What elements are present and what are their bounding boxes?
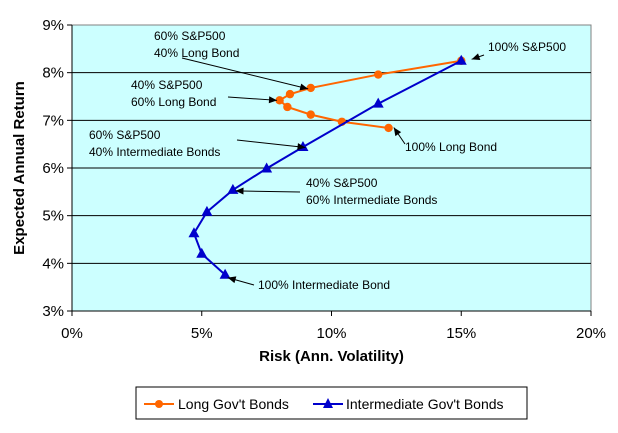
series-group — [188, 54, 467, 279]
annotation-arrow — [236, 139, 306, 149]
annotation-arrowhead — [227, 276, 237, 284]
annotation-arrowhead — [471, 53, 481, 60]
annotation-label: 100% S&P500 — [488, 40, 566, 54]
annotation-label: 40% S&P500 — [306, 176, 378, 190]
annotation-label: 100% Long Bond — [405, 140, 497, 154]
data-point-long-bonds — [285, 89, 295, 99]
data-point-intermediate-bonds — [201, 205, 213, 216]
annotation: 60% S&P500 40% Intermediate Bonds — [89, 128, 306, 159]
y-tick-label: 4% — [42, 255, 64, 272]
annotation-arrowhead — [393, 127, 402, 137]
annotation-label: 40% Long Bond — [154, 46, 239, 60]
annotation-label: 40% Intermediate Bonds — [89, 145, 220, 159]
y-axis-ticks: 3% 4% 5% 6% 7% 8% 9% — [42, 17, 73, 320]
annotation-label: 60% Intermediate Bonds — [306, 193, 437, 207]
y-tick-label: 5% — [42, 208, 64, 225]
data-point-long-bonds — [275, 96, 284, 105]
grid-lines — [72, 72, 591, 264]
annotation: 40% S&P500 60% Long Bond — [131, 78, 278, 109]
x-axis-ticks: 0% 5% 10% 15% 20% — [61, 310, 606, 342]
data-point-long-bonds — [384, 123, 393, 133]
data-point-long-bonds — [306, 110, 315, 119]
annotation-arrowhead — [299, 83, 309, 91]
y-tick-label: 9% — [42, 17, 64, 34]
x-tick-label: 15% — [446, 325, 476, 342]
y-axis-title: Expected Annual Return — [11, 81, 28, 255]
legend-label-intermediate-bonds: Intermediate Gov't Bonds — [346, 396, 504, 412]
annotation: 60% S&P500 40% Long Bond — [154, 29, 309, 91]
annotation-arrowhead — [297, 143, 306, 151]
annotation-arrow — [181, 57, 309, 90]
annotation-label: 40% S&P500 — [131, 78, 203, 92]
annotation: 100% Long Bond — [393, 127, 497, 154]
data-point-long-bonds — [283, 102, 292, 112]
data-point-intermediate-bonds — [455, 54, 467, 65]
annotation: 100% Intermediate Bond — [227, 276, 390, 292]
annotation-arrow — [227, 96, 278, 101]
x-tick-label: 10% — [316, 325, 346, 342]
x-axis-title: Risk (Ann. Volatility) — [259, 348, 404, 365]
annotation: 100% S&P500 — [471, 40, 566, 60]
annotation: 40% S&P500 60% Intermediate Bonds — [235, 176, 437, 207]
x-tick-label: 20% — [576, 325, 606, 342]
legend-marker-long-bonds — [155, 400, 163, 408]
annotation-label: 60% S&P500 — [89, 128, 161, 142]
data-point-intermediate-bonds — [196, 247, 208, 258]
x-tick-label: 0% — [61, 325, 83, 342]
annotation-arrowhead — [268, 96, 278, 104]
annotation-arrowhead — [235, 187, 244, 195]
data-point-intermediate-bonds — [261, 162, 273, 173]
legend-marker-intermediate-bonds — [323, 398, 333, 408]
data-point-intermediate-bonds — [219, 268, 231, 279]
data-point-intermediate-bonds — [372, 97, 384, 108]
y-tick-label: 3% — [42, 303, 64, 320]
legend-label-long-bonds: Long Gov't Bonds — [178, 396, 289, 412]
annotations: 60% S&P500 40% Long Bond 40% S&P500 60% Lon… — [89, 29, 566, 292]
legend: Long Gov't Bonds Intermediate Gov't Bond… — [135, 386, 528, 420]
data-point-long-bonds — [374, 70, 383, 79]
annotation-label: 60% S&P500 — [154, 29, 226, 43]
data-point-intermediate-bonds — [188, 227, 200, 238]
annotation-arrow — [235, 190, 301, 193]
annotation-label: 100% Intermediate Bond — [258, 278, 390, 292]
data-point-long-bonds — [306, 83, 315, 93]
annotation-label: 60% Long Bond — [131, 95, 216, 109]
data-point-intermediate-bonds — [227, 183, 239, 194]
y-tick-label: 6% — [42, 160, 64, 177]
y-tick-label: 7% — [42, 112, 64, 129]
y-tick-label: 8% — [42, 65, 64, 82]
x-tick-label: 5% — [191, 325, 213, 342]
